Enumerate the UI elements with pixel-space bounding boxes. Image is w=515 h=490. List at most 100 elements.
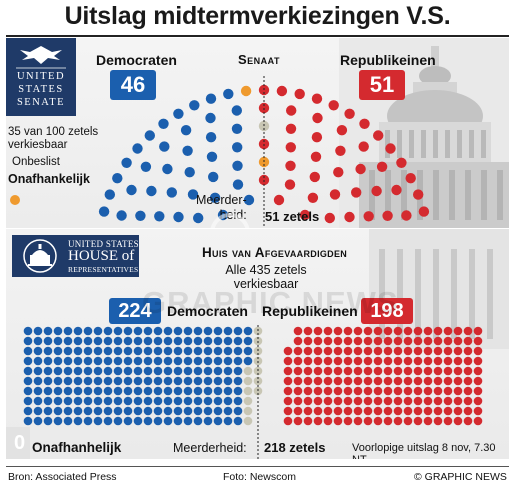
house-seat-democraten xyxy=(103,346,113,356)
house-dem-label: Democraten xyxy=(167,303,248,319)
house-seat-republikeinen xyxy=(303,326,313,336)
house-seat-republikeinen xyxy=(313,336,323,346)
house-seat-republikeinen xyxy=(333,356,343,366)
house-seat-republikeinen xyxy=(433,396,443,406)
house-seat-republikeinen xyxy=(403,336,413,346)
house-seat-republikeinen xyxy=(283,346,293,356)
house-seat-republikeinen xyxy=(393,396,403,406)
house-seat-republikeinen xyxy=(373,346,383,356)
house-seat-democraten xyxy=(93,386,103,396)
house-seat-democraten xyxy=(103,376,113,386)
house-seat-republikeinen xyxy=(443,366,453,376)
house-seat-democraten xyxy=(83,356,93,366)
senate-seat-republikeinen xyxy=(358,141,369,152)
house-seat-republikeinen xyxy=(433,416,443,426)
house-seat-republikeinen xyxy=(313,386,323,396)
house-seat-republikeinen xyxy=(293,366,303,376)
house-seal-icon xyxy=(23,239,57,273)
house-seat-democraten xyxy=(113,326,123,336)
house-seat-democraten xyxy=(83,346,93,356)
house-panel: UNITED STATES HOUSE of REPRESENTATIVES H… xyxy=(6,229,509,459)
house-seat-democraten xyxy=(163,346,173,356)
house-seat-democraten xyxy=(53,386,63,396)
house-seat-democraten xyxy=(123,326,133,336)
house-seat-democraten xyxy=(233,346,243,356)
house-seat-democraten xyxy=(183,386,193,396)
house-seat-democraten xyxy=(53,326,63,336)
house-seat-democraten xyxy=(143,346,153,356)
house-chamber-label: Huis van Afgevaardigden xyxy=(202,245,348,260)
house-seat-democraten xyxy=(193,356,203,366)
house-seat-democraten xyxy=(53,366,63,376)
house-seat-onbeslist xyxy=(243,396,253,406)
house-seat-republikeinen xyxy=(383,386,393,396)
house-seat-republikeinen xyxy=(283,376,293,386)
house-seat-republikeinen xyxy=(313,406,323,416)
house-seat-republikeinen xyxy=(323,336,333,346)
house-seat-democraten xyxy=(203,396,213,406)
senate-seat-republikeinen xyxy=(307,192,319,203)
house-seat-democraten xyxy=(133,366,143,376)
house-seat-democraten xyxy=(73,366,83,376)
house-seat-democraten xyxy=(113,376,123,386)
house-seat-republikeinen xyxy=(413,346,423,356)
house-seat-republikeinen xyxy=(323,386,333,396)
house-seat-democraten xyxy=(53,396,63,406)
house-seat-democraten xyxy=(123,366,133,376)
senate-hemicycle-chart xyxy=(98,76,430,228)
house-seat-republikeinen xyxy=(363,336,373,346)
house-seat-democraten xyxy=(133,346,143,356)
senate-note-line-1: 35 van 100 zetels xyxy=(8,126,99,138)
house-seat-republikeinen xyxy=(343,326,353,336)
house-seat-democraten xyxy=(73,406,83,416)
house-seat-democraten xyxy=(53,376,63,386)
house-seat-democraten xyxy=(223,326,233,336)
senate-chamber-label: Senaat xyxy=(238,52,281,67)
house-seat-democraten xyxy=(223,346,233,356)
house-seat-democraten xyxy=(83,416,93,426)
house-seat-republikeinen xyxy=(343,356,353,366)
house-seat-democraten xyxy=(163,396,173,406)
house-seat-republikeinen xyxy=(373,326,383,336)
house-seat-republikeinen xyxy=(343,416,353,426)
house-seat-democraten xyxy=(223,336,233,346)
house-seat-democraten xyxy=(133,416,143,426)
house-seat-republikeinen xyxy=(293,336,303,346)
house-seat-democraten xyxy=(213,326,223,336)
house-seat-democraten xyxy=(113,336,123,346)
house-logo-line-1: UNITED STATES xyxy=(68,239,139,249)
house-seat-republikeinen xyxy=(323,326,333,336)
house-seat-democraten xyxy=(133,336,143,346)
house-seat-democraten xyxy=(73,396,83,406)
capitol-image-house xyxy=(369,229,509,349)
senate-seat-democraten xyxy=(154,211,165,222)
watermark: GRAPHIC NEWS xyxy=(142,285,399,320)
house-seat-democraten xyxy=(203,326,213,336)
footer-source: Bron: Associated Press xyxy=(8,471,117,483)
house-seat-democraten xyxy=(233,416,243,426)
house-seat-republikeinen xyxy=(433,346,443,356)
house-seat-democraten xyxy=(133,356,143,366)
senate-seat-democraten xyxy=(223,88,234,100)
house-seat-democraten xyxy=(223,356,233,366)
house-seat-republikeinen xyxy=(443,346,453,356)
house-seat-republikeinen xyxy=(433,356,443,366)
house-seat-democraten xyxy=(173,396,183,406)
house-independent-count: 0 xyxy=(14,432,26,454)
house-independent-label: Onafhanhelijk xyxy=(32,440,122,455)
house-seat-democraten xyxy=(203,356,213,366)
house-seat-republikeinen xyxy=(353,396,363,406)
house-seat-republikeinen xyxy=(393,346,403,356)
senate-logo-line-3: SENATE xyxy=(16,97,66,108)
senate-seat-republikeinen xyxy=(312,112,323,124)
senate-logo-line-1: UNITED xyxy=(16,71,66,82)
house-seat-republikeinen xyxy=(303,356,313,366)
house-seat-democraten xyxy=(163,356,173,366)
senate-seat-democraten xyxy=(166,187,177,198)
house-seat-democraten xyxy=(83,366,93,376)
house-seat-republikeinen xyxy=(473,376,483,386)
senate-seat-democraten xyxy=(180,125,192,136)
senate-seat-republikeinen xyxy=(333,167,344,178)
house-seat-democraten xyxy=(213,396,223,406)
house-seat-democraten xyxy=(123,356,133,366)
